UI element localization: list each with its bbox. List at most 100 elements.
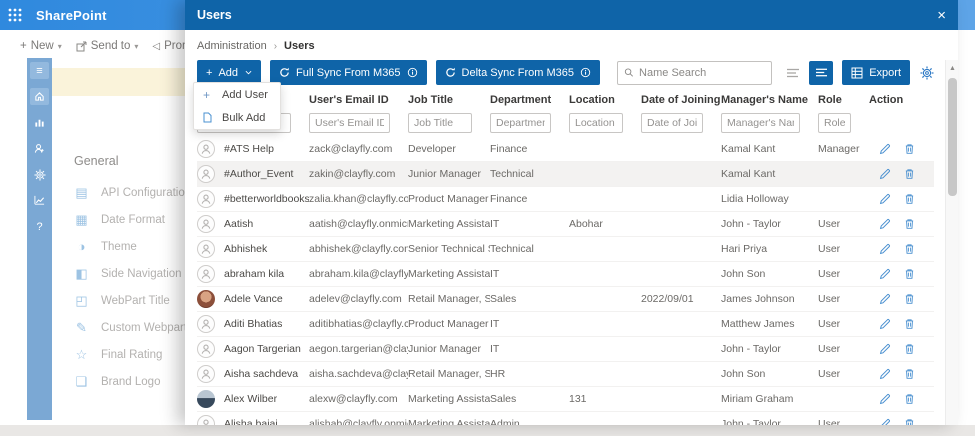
table-row[interactable]: abraham kila abraham.kila@clayfly.onmi..… [197,262,934,287]
delete-icon[interactable] [904,318,915,330]
filter-input[interactable] [309,113,390,133]
people-icon[interactable] [30,140,49,157]
table-row[interactable]: Alex Wilber alexw@clayfly.com Marketing … [197,387,934,412]
table-row[interactable]: Alisha bajaj alishab@clayfly.onmicroso..… [197,412,934,425]
detail-view-icon[interactable] [809,60,834,85]
delete-icon[interactable] [904,368,915,380]
menu-icon[interactable]: ≡ [30,62,49,79]
delete-icon[interactable] [904,193,915,205]
action-cell [869,393,939,405]
filter-input[interactable] [721,113,800,133]
date-format-icon: ▦ [75,211,88,227]
user-name-cell: #Author_Event [197,165,309,183]
delete-icon[interactable] [904,393,915,405]
send-to-button[interactable]: Send to ▾ [76,40,138,52]
delta-sync-button[interactable]: Delta Sync From M365 [435,60,601,85]
edit-icon[interactable] [879,393,891,405]
filter-input[interactable] [490,113,551,133]
export-button[interactable]: Export [842,60,910,85]
table-row[interactable]: Aatish aatish@clayfly.onmicrosof... Mark… [197,212,934,237]
settings-item-api-configuration[interactable]: ▤ API Configuration [74,184,214,201]
table-row[interactable]: Aditi Bhatias aditibhatias@clayfly.com P… [197,312,934,337]
delete-icon[interactable] [904,243,915,255]
delete-icon[interactable] [904,418,915,425]
custom-webpart-css-icon: ✎ [76,319,87,335]
avatar [197,190,215,208]
help-icon[interactable]: ? [36,220,43,233]
column-header: Department [490,94,552,106]
settings-item-brand-logo[interactable]: ❑ Brand Logo [74,373,214,390]
edit-icon[interactable] [879,168,891,180]
table-row[interactable]: #Author_Event zakin@clayfly.com Junior M… [197,162,934,187]
table-row[interactable]: Adele Vance adelev@clayfly.com Retail Ma… [197,287,934,312]
edit-icon[interactable] [879,218,891,230]
edit-icon[interactable] [879,368,891,380]
user-email: abhishek@clayfly.com [309,243,408,255]
filter-input[interactable] [408,113,472,133]
grid-settings-gear-icon[interactable] [920,66,934,80]
delete-icon[interactable] [904,343,915,355]
edit-icon[interactable] [879,418,891,425]
table-row[interactable]: Aisha sachdeva aisha.sachdeva@clayfly.on… [197,362,934,387]
role: User [818,243,841,255]
add-button[interactable]: + Add [197,60,262,85]
notification-banner [52,68,185,96]
edit-icon[interactable] [879,268,891,280]
table-row[interactable]: Abhishek abhishek@clayfly.com Senior Tec… [197,237,934,262]
table-row[interactable]: #ATS Help zack@clayfly.com Developer Fin… [197,137,934,162]
filter-input[interactable] [569,113,623,133]
manager-name: John - Taylor [721,343,781,355]
department: Sales [490,393,517,405]
delete-icon[interactable] [904,143,915,155]
user-name: #ATS Help [224,143,274,155]
name-search-input[interactable] [639,66,766,79]
manager-name: Miriam Graham [721,393,794,405]
delete-icon[interactable] [904,168,915,180]
scroll-up-arrow[interactable]: ▲ [949,65,956,72]
settings-item-final-rating[interactable]: ☆ Final Rating [74,346,214,363]
delete-icon[interactable] [904,218,915,230]
column-header: Location [569,94,615,106]
edit-icon[interactable] [879,318,891,330]
edit-icon[interactable] [879,293,891,305]
settings-item-theme[interactable]: ◑ Theme [74,238,214,255]
job-title: Retail Manager, Senior [408,293,490,305]
user-name: Abhishek [224,243,268,255]
user-name-cell: Adele Vance [197,290,309,308]
settings-item-webpart-title[interactable]: ◰ WebPart Title [74,292,214,309]
edit-icon[interactable] [879,193,891,205]
table-row[interactable]: #betterworldbooks zalia.khan@clayfly.com… [197,187,934,212]
scrollbar-thumb[interactable] [948,78,957,196]
department: Technical [490,243,534,255]
breadcrumb-administration[interactable]: Administration [197,40,267,52]
settings-item-date-format[interactable]: ▦ Date Format [74,211,214,228]
delete-icon[interactable] [904,268,915,280]
menu-item-add-user[interactable]: + Add User [203,87,268,102]
new-button[interactable]: + New ▾ [20,40,62,52]
menu-item-bulk-add[interactable]: Bulk Add [194,106,280,129]
add-dropdown-menu: + Add User Bulk Add [193,82,281,130]
filter-input[interactable] [641,113,703,133]
edit-icon[interactable] [879,143,891,155]
filter-cell [641,113,721,133]
edit-icon[interactable] [879,243,891,255]
column-header: Job Title [408,94,454,106]
user-email: zakin@clayfly.com [309,168,396,180]
list-view-icon[interactable] [786,67,800,79]
location: Abohar [569,218,603,230]
delete-icon[interactable] [904,293,915,305]
settings-rail-icon[interactable] [30,166,49,183]
filter-input[interactable] [818,113,851,133]
analytics-icon[interactable] [30,114,49,131]
close-icon[interactable]: × [937,6,946,24]
table-row[interactable]: Aagon Targerian aegon.targerian@clayfly.… [197,337,934,362]
full-sync-button[interactable]: Full Sync From M365 [270,60,427,85]
department: IT [490,318,500,330]
app-launcher-waffle-icon[interactable] [0,0,30,30]
job-title: Marketing Assistant, ... [408,218,490,230]
trend-chart-icon[interactable] [30,192,49,209]
home-icon[interactable] [30,88,49,105]
avatar [197,265,215,283]
edit-icon[interactable] [879,343,891,355]
role: User [818,343,841,355]
